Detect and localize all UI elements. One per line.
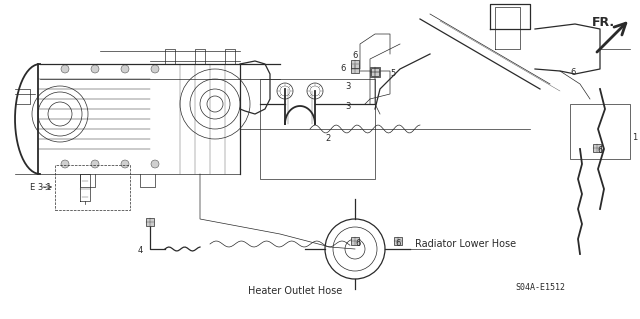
Bar [55,165,130,210]
Text: 6: 6 [395,239,401,248]
Bar [260,79,375,179]
Text: 6: 6 [340,64,346,73]
Circle shape [151,65,159,73]
Text: E 3-1: E 3-1 [30,183,51,192]
Circle shape [61,65,69,73]
Text: 6: 6 [355,239,360,248]
Text: Radiator Lower Hose: Radiator Lower Hose [415,239,516,249]
Circle shape [91,160,99,168]
Text: 5: 5 [390,69,396,78]
Bar [394,237,402,245]
Text: S04A-E1512: S04A-E1512 [515,283,565,292]
Circle shape [91,65,99,73]
Text: 3: 3 [345,102,350,111]
Text: FR.: FR. [592,16,615,29]
Text: 6: 6 [352,51,357,60]
Text: 4: 4 [138,246,143,255]
Circle shape [151,160,159,168]
Bar [370,67,380,77]
Text: 3: 3 [345,82,350,91]
Bar [371,68,379,76]
Bar [570,104,630,159]
Text: 6: 6 [570,68,575,77]
Text: 6: 6 [597,146,602,155]
Circle shape [61,160,69,168]
Circle shape [121,160,129,168]
Bar [351,237,359,245]
Bar [593,144,601,152]
Bar [351,65,359,73]
Bar [146,218,154,226]
Bar [351,60,359,68]
Text: 2: 2 [325,134,330,143]
Text: 1: 1 [632,132,637,142]
Text: Heater Outlet Hose: Heater Outlet Hose [248,286,342,296]
Circle shape [121,65,129,73]
